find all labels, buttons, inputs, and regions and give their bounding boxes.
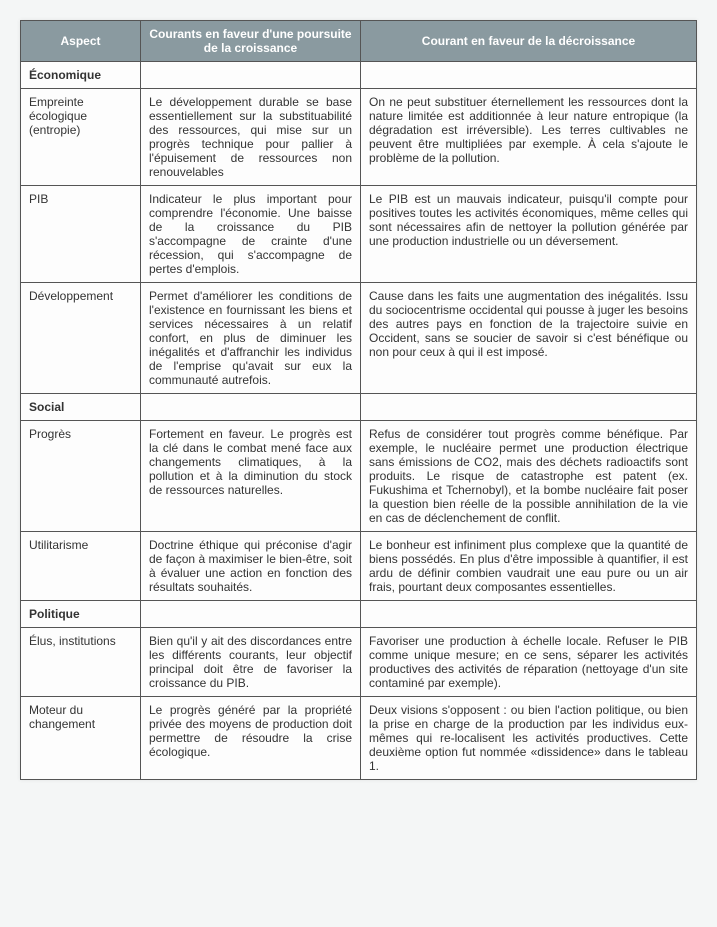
growth-cell: Le développement durable se base essenti…: [141, 89, 361, 186]
aspect-cell: Utilitarisme: [21, 532, 141, 601]
section-label: Social: [21, 394, 141, 421]
aspect-cell: Élus, institutions: [21, 628, 141, 697]
aspect-cell: Progrès: [21, 421, 141, 532]
section-label: Politique: [21, 601, 141, 628]
aspect-cell: Empreinte écologique (entropie): [21, 89, 141, 186]
section-row-politique: Politique: [21, 601, 697, 628]
growth-cell: Fortement en faveur. Le progrès est la c…: [141, 421, 361, 532]
degrowth-cell: Le PIB est un mauvais indicateur, puisqu…: [361, 186, 697, 283]
table-row: Progrès Fortement en faveur. Le progrès …: [21, 421, 697, 532]
comparison-table: Aspect Courants en faveur d'une poursuit…: [20, 20, 697, 780]
table-row: Utilitarisme Doctrine éthique qui précon…: [21, 532, 697, 601]
table-row: Élus, institutions Bien qu'il y ait des …: [21, 628, 697, 697]
section-empty-cell: [361, 62, 697, 89]
section-row-social: Social: [21, 394, 697, 421]
growth-cell: Permet d'améliorer les conditions de l'e…: [141, 283, 361, 394]
table-row: PIB Indicateur le plus important pour co…: [21, 186, 697, 283]
section-label: Économique: [21, 62, 141, 89]
section-row-economique: Économique: [21, 62, 697, 89]
aspect-cell: Moteur du changement: [21, 697, 141, 780]
header-degrowth: Courant en faveur de la décroissance: [361, 21, 697, 62]
table-row: Moteur du changement Le progrès généré p…: [21, 697, 697, 780]
aspect-cell: Développement: [21, 283, 141, 394]
growth-cell: Bien qu'il y ait des discordances entre …: [141, 628, 361, 697]
section-empty-cell: [141, 601, 361, 628]
aspect-cell: PIB: [21, 186, 141, 283]
table-header-row: Aspect Courants en faveur d'une poursuit…: [21, 21, 697, 62]
degrowth-cell: Deux visions s'opposent : ou bien l'acti…: [361, 697, 697, 780]
growth-cell: Le progrès généré par la propriété privé…: [141, 697, 361, 780]
growth-cell: Doctrine éthique qui préconise d'agir de…: [141, 532, 361, 601]
document-page: Aspect Courants en faveur d'une poursuit…: [20, 20, 697, 780]
degrowth-cell: Refus de considérer tout progrès comme b…: [361, 421, 697, 532]
section-empty-cell: [141, 62, 361, 89]
section-empty-cell: [141, 394, 361, 421]
degrowth-cell: Favoriser une production à échelle local…: [361, 628, 697, 697]
section-empty-cell: [361, 394, 697, 421]
header-growth: Courants en faveur d'une poursuite de la…: [141, 21, 361, 62]
table-row: Empreinte écologique (entropie) Le dével…: [21, 89, 697, 186]
degrowth-cell: Le bonheur est infiniment plus complexe …: [361, 532, 697, 601]
table-row: Développement Permet d'améliorer les con…: [21, 283, 697, 394]
section-empty-cell: [361, 601, 697, 628]
growth-cell: Indicateur le plus important pour compre…: [141, 186, 361, 283]
degrowth-cell: On ne peut substituer éternellement les …: [361, 89, 697, 186]
header-aspect: Aspect: [21, 21, 141, 62]
degrowth-cell: Cause dans les faits une augmentation de…: [361, 283, 697, 394]
